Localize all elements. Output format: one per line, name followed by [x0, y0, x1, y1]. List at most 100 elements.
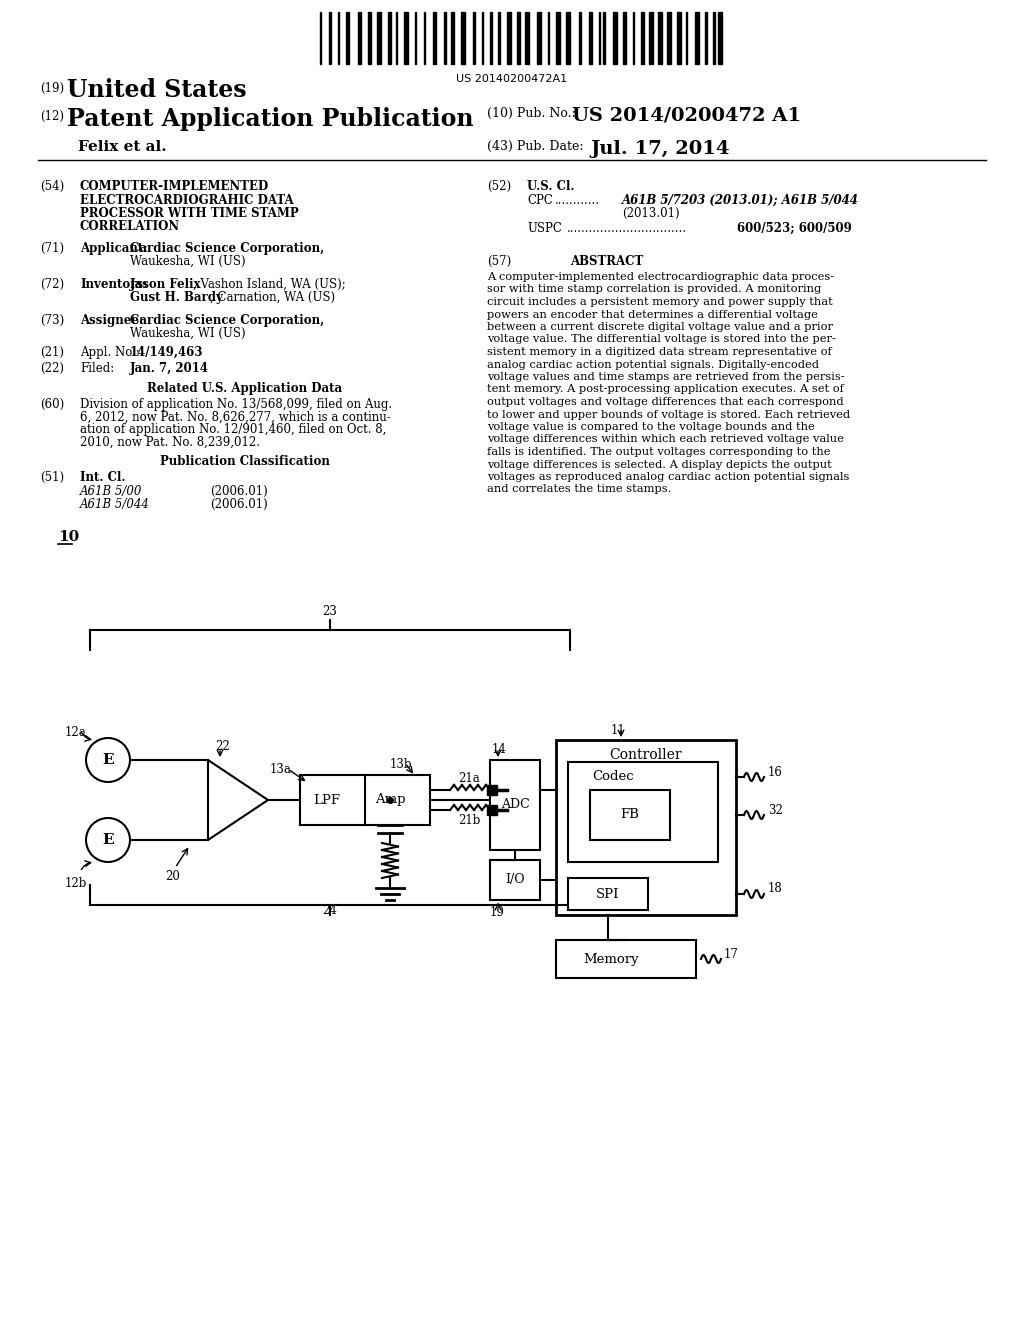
Text: 12a: 12a: [65, 726, 87, 739]
Text: Jul. 17, 2014: Jul. 17, 2014: [590, 140, 729, 158]
Bar: [568, 762, 718, 862]
Text: (52): (52): [487, 180, 511, 193]
Bar: [649, 12, 653, 63]
Bar: [556, 741, 736, 915]
Text: Memory: Memory: [584, 953, 639, 965]
Bar: [444, 12, 446, 63]
Text: CPC: CPC: [527, 194, 553, 207]
Text: SPI: SPI: [596, 887, 620, 900]
Text: FB: FB: [621, 808, 639, 821]
Text: tent memory. A post-processing application executes. A set of: tent memory. A post-processing applicati…: [487, 384, 844, 395]
Text: analog cardiac action potential signals. Digitally-encoded: analog cardiac action potential signals.…: [487, 359, 819, 370]
Text: 18: 18: [768, 883, 782, 895]
Text: E: E: [102, 833, 114, 847]
Text: ADC: ADC: [501, 799, 529, 812]
Text: circuit includes a persistent memory and power supply that: circuit includes a persistent memory and…: [487, 297, 833, 308]
Text: (12): (12): [40, 110, 63, 123]
Bar: [568, 878, 648, 909]
Text: ELECTROCARDIOGRAHIC DATA: ELECTROCARDIOGRAHIC DATA: [80, 194, 294, 206]
Text: and correlates the time stamps.: and correlates the time stamps.: [487, 484, 672, 495]
Bar: [461, 12, 465, 63]
Text: Appl. No.:: Appl. No.:: [80, 346, 140, 359]
Text: (2006.01): (2006.01): [210, 484, 267, 498]
Bar: [590, 789, 670, 840]
Bar: [346, 12, 349, 63]
Text: Waukesha, WI (US): Waukesha, WI (US): [130, 255, 246, 268]
Text: Patent Application Publication: Patent Application Publication: [67, 107, 473, 131]
Bar: [358, 12, 361, 63]
Bar: [490, 861, 540, 900]
Text: 16: 16: [768, 766, 783, 779]
Bar: [404, 12, 408, 63]
Text: to lower and upper bounds of voltage is stored. Each retrieved: to lower and upper bounds of voltage is …: [487, 409, 850, 420]
Bar: [556, 12, 560, 63]
Text: COMPUTER-IMPLEMENTED: COMPUTER-IMPLEMENTED: [80, 180, 269, 193]
Text: ................................: ................................: [567, 222, 687, 235]
Text: Felix et al.: Felix et al.: [78, 140, 167, 154]
Text: USPC: USPC: [527, 222, 562, 235]
Text: 21a: 21a: [458, 772, 480, 785]
Text: Cardiac Science Corporation,: Cardiac Science Corporation,: [130, 314, 325, 327]
Text: 6, 2012, now Pat. No. 8,626,277, which is a continu-: 6, 2012, now Pat. No. 8,626,277, which i…: [80, 411, 391, 424]
Bar: [613, 12, 617, 63]
Text: Controller: Controller: [609, 748, 682, 762]
Bar: [579, 12, 581, 63]
Bar: [589, 12, 592, 63]
Text: 22: 22: [215, 741, 229, 752]
Text: (51): (51): [40, 471, 65, 484]
Text: (54): (54): [40, 180, 65, 193]
Text: 19: 19: [490, 906, 505, 919]
Text: (10) Pub. No.:: (10) Pub. No.:: [487, 107, 575, 120]
Bar: [473, 12, 475, 63]
Text: A61B 5/7203 (2013.01); A61B 5/044: A61B 5/7203 (2013.01); A61B 5/044: [622, 194, 859, 207]
Bar: [490, 12, 492, 63]
Text: Int. Cl.: Int. Cl.: [80, 471, 126, 484]
Text: 23: 23: [323, 605, 338, 618]
Bar: [507, 12, 511, 63]
Text: I/O: I/O: [505, 874, 525, 887]
Bar: [705, 12, 707, 63]
Text: Related U.S. Application Data: Related U.S. Application Data: [147, 381, 343, 395]
Bar: [388, 12, 391, 63]
Bar: [490, 760, 540, 850]
Text: Cardiac Science Corporation,: Cardiac Science Corporation,: [130, 242, 325, 255]
Text: PROCESSOR WITH TIME STAMP: PROCESSOR WITH TIME STAMP: [80, 207, 299, 220]
Text: Waukesha, WI (US): Waukesha, WI (US): [130, 327, 246, 341]
Text: (73): (73): [40, 314, 65, 327]
Text: (2013.01): (2013.01): [622, 207, 680, 220]
Text: 32: 32: [768, 804, 783, 817]
Text: US 2014/0200472 A1: US 2014/0200472 A1: [572, 107, 801, 125]
Text: Division of application No. 13/568,099, filed on Aug.: Division of application No. 13/568,099, …: [80, 399, 392, 411]
Text: 11: 11: [611, 723, 626, 737]
Text: (57): (57): [487, 255, 511, 268]
Text: 14/149,463: 14/149,463: [130, 346, 204, 359]
Text: Inventors:: Inventors:: [80, 279, 147, 290]
Text: Jan. 7, 2014: Jan. 7, 2014: [130, 362, 209, 375]
Text: 14: 14: [492, 743, 507, 756]
Text: ation of application No. 12/901,460, filed on Oct. 8,: ation of application No. 12/901,460, fil…: [80, 422, 386, 436]
Bar: [487, 785, 497, 795]
Text: (72): (72): [40, 279, 65, 290]
Text: 13b: 13b: [390, 758, 413, 771]
Text: Publication Classification: Publication Classification: [160, 455, 330, 469]
Bar: [498, 12, 500, 63]
Text: voltage values and time stamps are retrieved from the persis-: voltage values and time stamps are retri…: [487, 372, 845, 381]
Text: sor with time stamp correlation is provided. A monitoring: sor with time stamp correlation is provi…: [487, 285, 821, 294]
Bar: [525, 12, 529, 63]
Text: 21b: 21b: [458, 814, 480, 828]
Text: powers an encoder that determines a differential voltage: powers an encoder that determines a diff…: [487, 309, 818, 319]
Bar: [537, 12, 541, 63]
Text: United States: United States: [67, 78, 247, 102]
Text: (2006.01): (2006.01): [210, 498, 267, 511]
Bar: [641, 12, 644, 63]
Text: Jason Felix: Jason Felix: [130, 279, 202, 290]
Text: voltage differences within which each retrieved voltage value: voltage differences within which each re…: [487, 434, 844, 445]
Text: , Vashon Island, WA (US);: , Vashon Island, WA (US);: [193, 279, 346, 290]
Text: A61B 5/044: A61B 5/044: [80, 498, 150, 511]
Bar: [377, 12, 381, 63]
Bar: [300, 775, 430, 825]
Bar: [713, 12, 715, 63]
Bar: [368, 12, 371, 63]
Bar: [695, 12, 699, 63]
Bar: [658, 12, 662, 63]
